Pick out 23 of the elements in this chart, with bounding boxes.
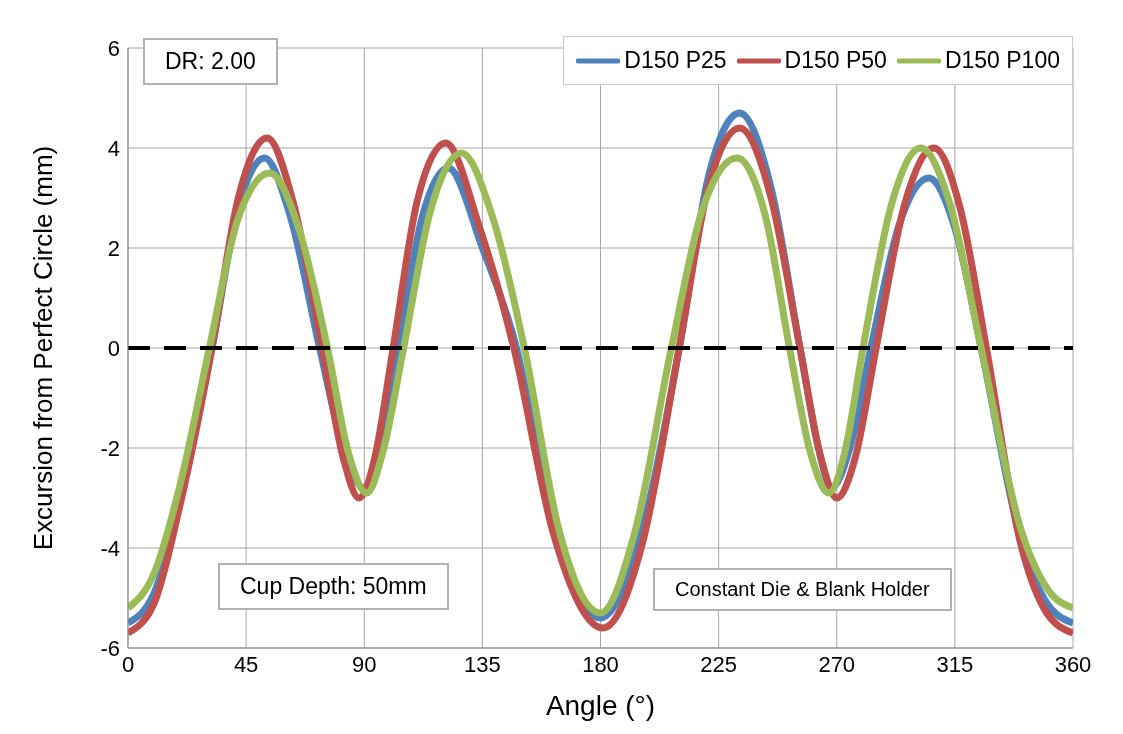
x-tick-label: 135 [464, 651, 501, 677]
x-tick-label: 45 [233, 651, 259, 677]
y-tick-label: -6 [100, 635, 120, 661]
y-tick-label: 6 [107, 35, 120, 61]
annotation: Cup Depth: 50mm [218, 563, 449, 610]
legend-label: D150 P25 [624, 47, 727, 74]
x-axis-title: Angle (°) [545, 690, 656, 721]
x-tick-label: 90 [352, 651, 377, 677]
y-axis-title: Excursion from Perfect Circle (mm) [28, 145, 59, 551]
x-tick-label: 180 [582, 651, 619, 677]
y-tick-label: 2 [107, 235, 120, 261]
legend-label: D150 P100 [944, 47, 1060, 74]
x-tick-label: 270 [818, 651, 856, 677]
y-tick-label: 0 [107, 335, 120, 361]
x-tick-label: 315 [936, 651, 974, 677]
x-tick-label: 360 [1054, 651, 1092, 677]
annotation: DR: 2.00 [143, 38, 278, 85]
annotation: Constant Die & Blank Holder [653, 568, 952, 611]
legend-label: D150 P50 [784, 47, 887, 74]
y-tick-label: -4 [100, 535, 120, 561]
y-tick-label: 4 [107, 135, 120, 161]
y-tick-label: -2 [100, 435, 120, 461]
x-tick-label: 225 [700, 651, 737, 677]
